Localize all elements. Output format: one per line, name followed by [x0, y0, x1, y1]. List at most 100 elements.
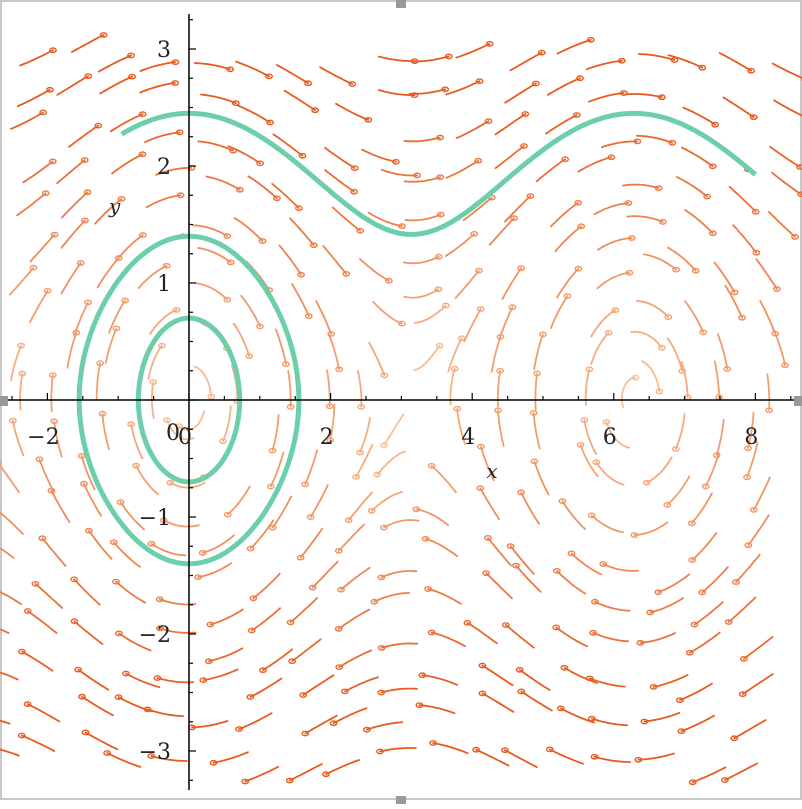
field-streak-head: [143, 706, 152, 713]
field-streak-head: [580, 417, 589, 423]
field-streak-head: [171, 59, 180, 65]
field-streak-head: [352, 473, 360, 480]
field-streak-head: [98, 410, 107, 417]
field-streak: [462, 196, 493, 221]
field-streak-head: [198, 549, 207, 556]
field-streak: [262, 648, 294, 672]
field-streak: [594, 600, 631, 612]
field-streak-head: [204, 658, 213, 665]
field-streak: [735, 553, 761, 583]
field-streak-head: [8, 417, 17, 424]
field-streak-head: [46, 86, 54, 93]
field-streak: [596, 271, 631, 290]
handle-top[interactable]: [396, 0, 406, 8]
handle-bottom[interactable]: [396, 796, 406, 804]
field-streak-head: [672, 266, 680, 273]
field-streak: [759, 299, 777, 335]
field-streak: [693, 601, 724, 626]
field-streak: [237, 104, 272, 124]
field-streak-head: [636, 639, 645, 646]
field-streak-head: [576, 75, 584, 82]
field-streak: [29, 289, 49, 324]
field-streak-head: [147, 753, 156, 759]
field-streak: [0, 464, 20, 494]
field-streak-head: [654, 589, 663, 596]
field-streak-head: [83, 189, 92, 196]
field-streak: [556, 570, 586, 595]
field-streak-head: [655, 388, 664, 395]
field-streak: [592, 631, 629, 643]
field-streak: [97, 54, 132, 73]
field-streak: [380, 642, 419, 649]
field-streak: [534, 372, 538, 411]
field-streak-head: [43, 287, 52, 294]
field-streak: [767, 211, 796, 238]
field-streak: [642, 253, 677, 271]
field-streak: [119, 501, 145, 531]
field-streak-head: [223, 296, 232, 303]
field-streak-head: [247, 627, 256, 634]
field-streak-head: [441, 86, 450, 93]
field-streak: [88, 529, 113, 560]
field-streak-head: [607, 154, 616, 161]
field-streak-head: [698, 64, 707, 71]
field-streak: [68, 124, 100, 148]
field-streak: [456, 407, 466, 445]
field-streak-head: [698, 589, 707, 596]
field-streak-head: [70, 618, 79, 625]
field-streak: [56, 75, 90, 96]
field-streak-head: [94, 122, 103, 129]
x-tick-label: −2: [27, 425, 59, 450]
field-streak: [704, 451, 720, 488]
field-streak-head: [699, 329, 708, 336]
field-streak: [747, 514, 770, 547]
field-streak: [331, 206, 362, 232]
handle-left[interactable]: [0, 396, 8, 406]
field-streak: [130, 423, 144, 460]
field-streak: [641, 360, 661, 393]
field-streak: [289, 597, 319, 624]
field-streak: [115, 234, 144, 261]
field-streak-head: [724, 619, 733, 625]
field-streak: [550, 201, 579, 228]
field-streak: [60, 262, 82, 295]
field-streak-head: [483, 535, 492, 541]
field-streak-head: [453, 405, 462, 412]
field-streak: [561, 500, 587, 530]
field-streak-head: [642, 479, 651, 486]
field-streak-head: [206, 621, 215, 628]
field-streak: [485, 572, 513, 600]
field-streak: [311, 560, 339, 589]
field-streak: [682, 106, 717, 126]
field-streak-head: [410, 92, 419, 99]
field-streak-head: [574, 265, 583, 272]
field-streak: [515, 564, 542, 593]
field-streak: [713, 261, 736, 294]
field-streak-head: [602, 418, 611, 425]
field-streak: [0, 590, 23, 606]
x-axis-label: x: [486, 459, 497, 483]
field-streak-head: [630, 532, 639, 538]
field-streak: [0, 671, 19, 681]
field-streak-head: [646, 609, 654, 616]
field-streak-head: [84, 73, 93, 80]
field-streak: [96, 257, 120, 289]
field-streak: [518, 668, 551, 691]
field-streak: [289, 217, 315, 247]
field-streak-head: [611, 307, 620, 313]
handle-right[interactable]: [794, 396, 802, 406]
field-streak: [724, 284, 743, 319]
field-streak: [675, 176, 708, 198]
field-streak-head: [649, 684, 658, 690]
field-streak-head: [444, 53, 453, 60]
field-streak: [337, 608, 371, 630]
field-streak-head: [640, 718, 649, 725]
field-streak-head: [171, 80, 180, 86]
field-streak: [150, 755, 188, 762]
field-streak: [430, 631, 466, 648]
field-streak: [548, 748, 584, 765]
field-streak-head: [356, 449, 364, 456]
field-streak-head: [218, 438, 227, 444]
field-streak: [533, 460, 550, 496]
